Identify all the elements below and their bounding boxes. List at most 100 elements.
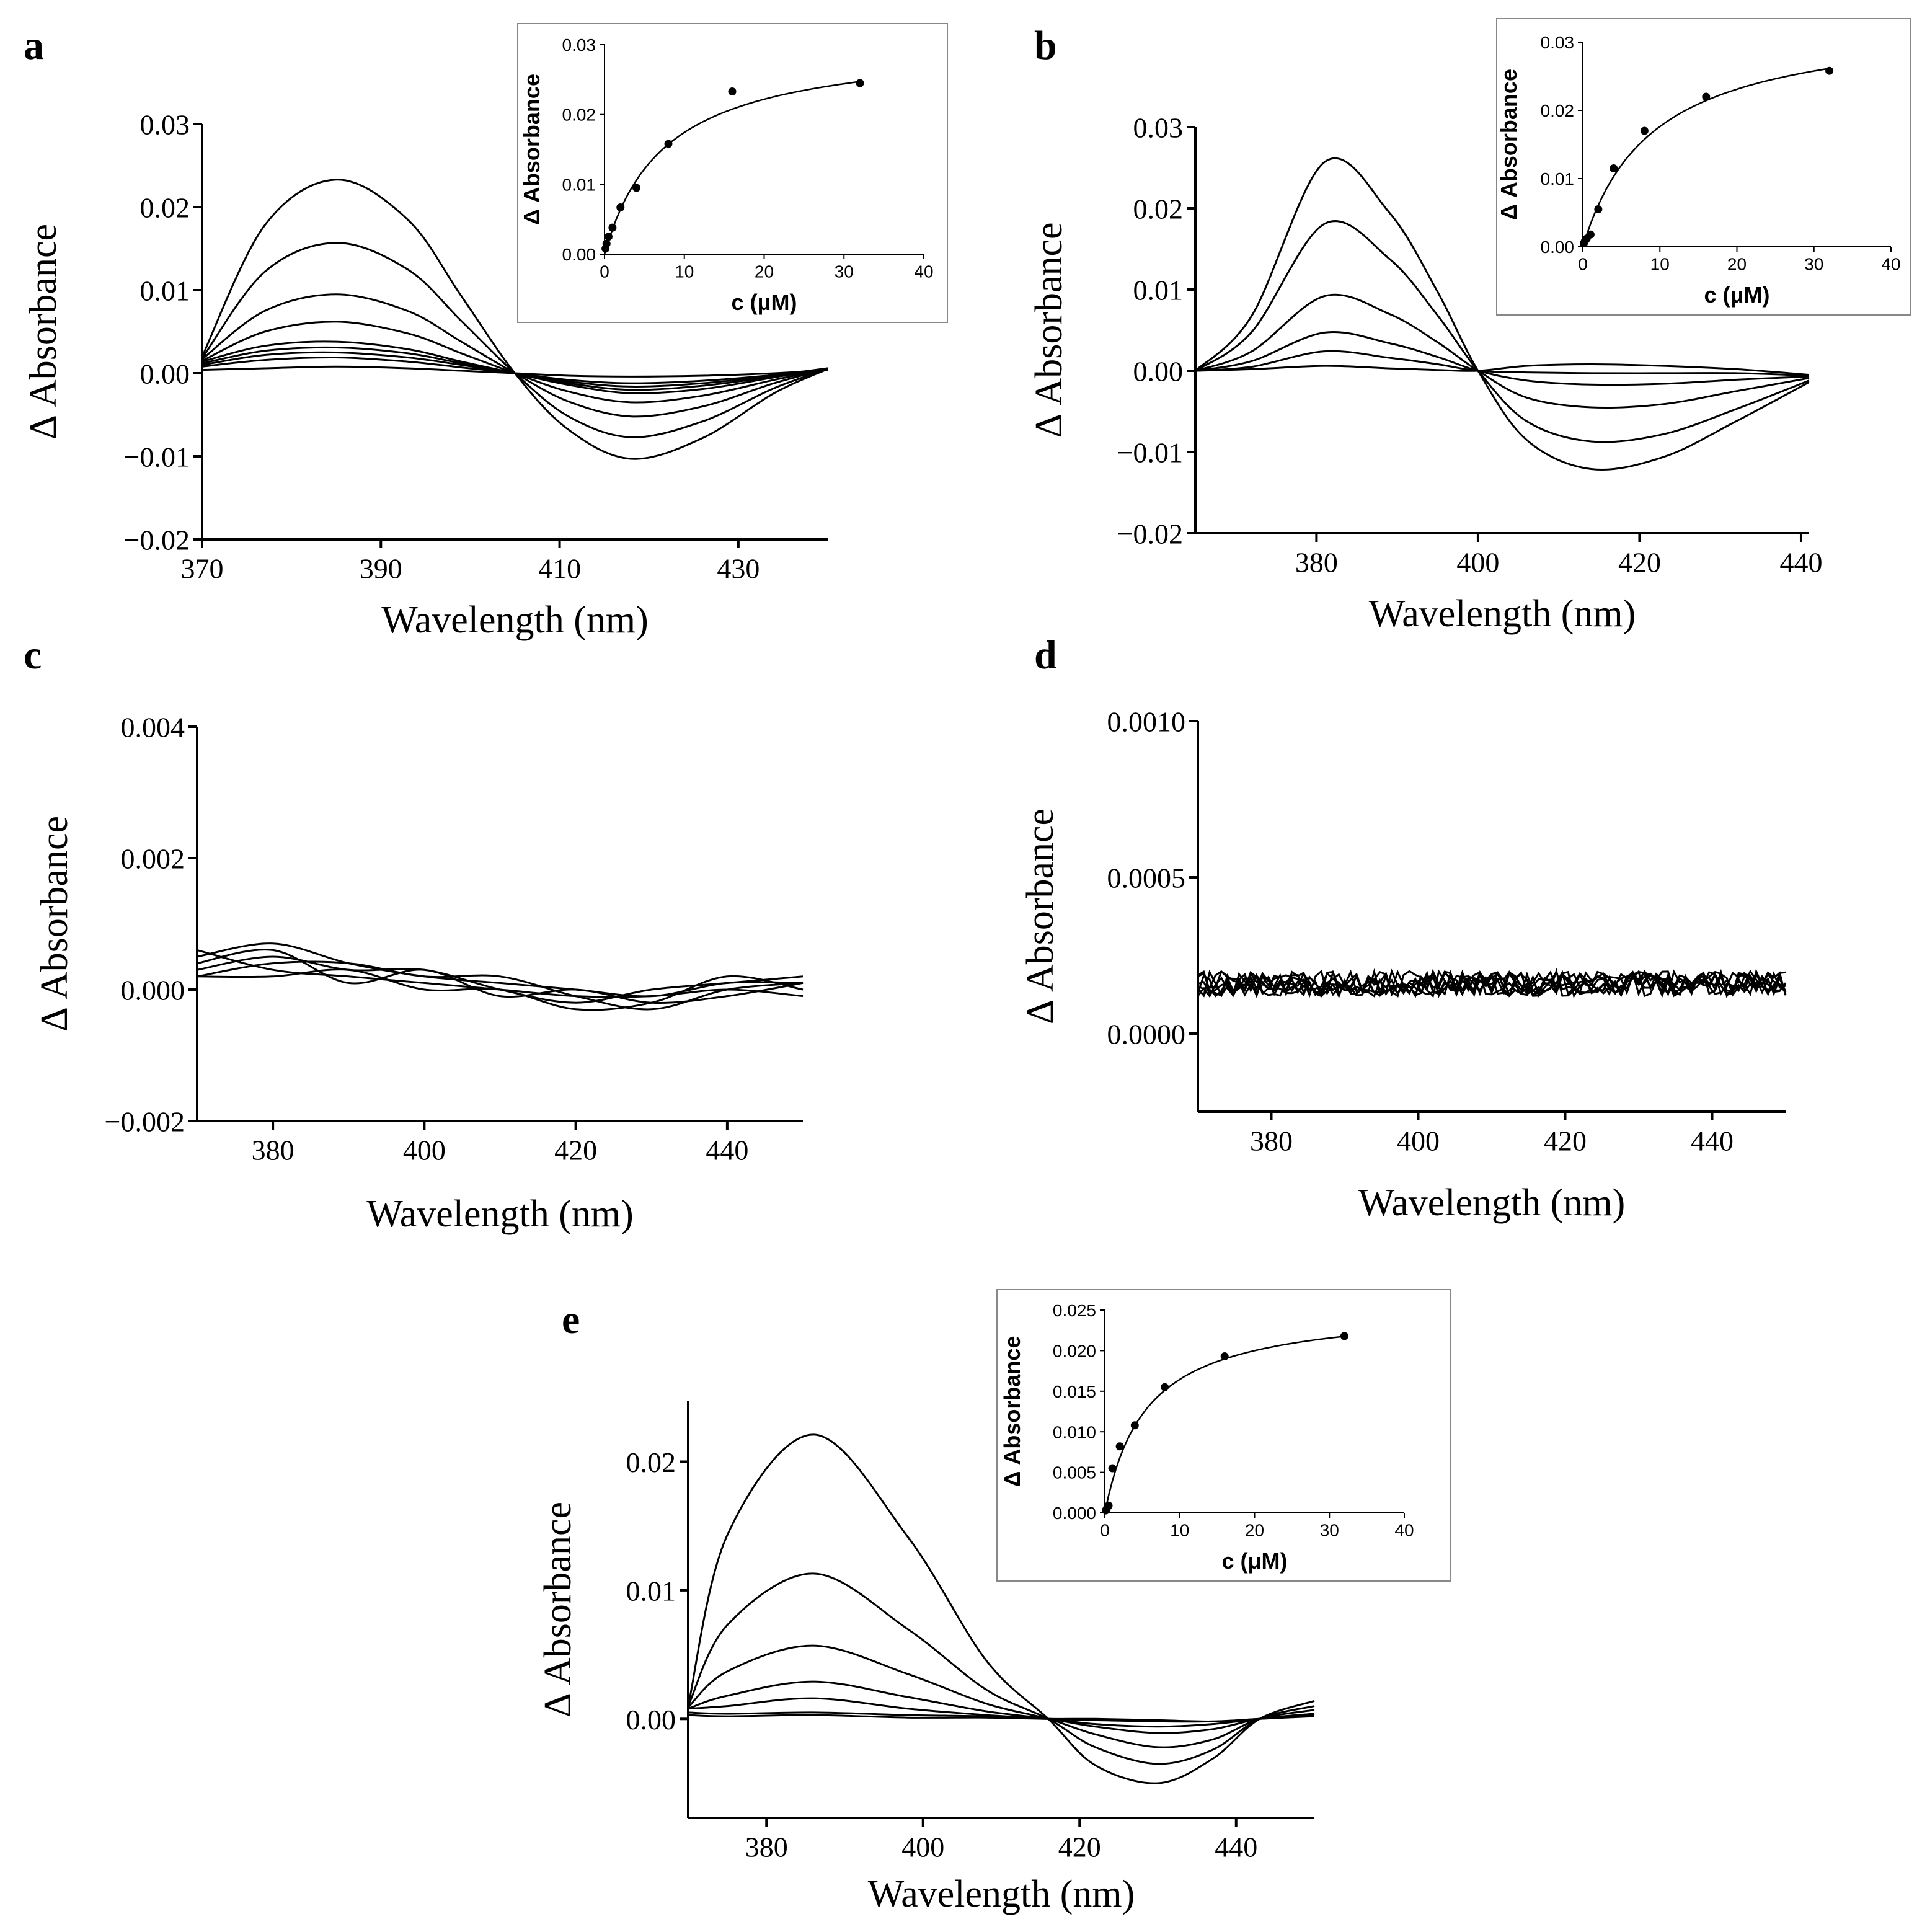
data-point <box>1104 1501 1113 1510</box>
y-tick-label: −0.01 <box>124 441 190 473</box>
y-tick-label: 0.00 <box>1133 356 1184 388</box>
series-line <box>201 179 828 460</box>
x-tick-label: 10 <box>1650 254 1670 273</box>
x-tick-label: 40 <box>914 262 933 281</box>
y-tick-label: 0.03 <box>562 35 596 55</box>
panel-label: d <box>1034 632 1057 678</box>
x-tick-label: 10 <box>675 262 694 281</box>
x-tick-label: 0 <box>1578 254 1588 273</box>
data-point <box>1640 126 1649 135</box>
y-axis-label: Δ Absorbance <box>519 74 544 225</box>
x-tick-label: 440 <box>1779 546 1822 578</box>
y-axis-label: Δ Absorbance <box>1496 69 1521 220</box>
y-tick-label: 0.02 <box>1541 101 1575 120</box>
x-tick-label: 370 <box>181 552 224 584</box>
x-tick-label: 430 <box>717 552 760 584</box>
fit-curve <box>603 81 861 255</box>
y-tick-label: 0.01 <box>1133 275 1184 306</box>
y-tick-label: 0.02 <box>1133 193 1184 225</box>
y-tick-label: 0.00 <box>562 245 596 264</box>
series-line <box>202 365 828 378</box>
data-point <box>608 223 617 232</box>
data-point <box>728 87 737 95</box>
data-point <box>1586 230 1595 239</box>
data-point <box>856 79 864 87</box>
y-tick-label: 0.025 <box>1053 1301 1096 1320</box>
data-point <box>1220 1352 1229 1361</box>
data-point <box>632 184 640 192</box>
x-tick-label: 380 <box>1250 1125 1293 1156</box>
panel-c: c 380 400 420 440 0.004 0.002 0.000 −0.002 Wavele… <box>24 632 804 1235</box>
y-tick-label: 0.00 <box>140 358 190 390</box>
y-axis-label: Δ Absorbance <box>22 224 64 440</box>
y-tick-label: 0.02 <box>140 192 190 224</box>
y-tick-label: 0.00 <box>626 1704 676 1735</box>
y-axis-label: Δ Absorbance <box>1028 222 1070 438</box>
y-tick-label: −0.002 <box>105 1106 185 1138</box>
y-tick-label: 0.010 <box>1053 1422 1096 1442</box>
x-tick-label: 30 <box>835 262 854 281</box>
y-axis-label: Δ Absorbance <box>999 1336 1025 1487</box>
series-line <box>1195 350 1810 377</box>
data-point <box>1161 1383 1169 1391</box>
panel-label: c <box>24 632 42 678</box>
data-point <box>664 140 673 148</box>
y-tick-label: 0.015 <box>1053 1382 1096 1401</box>
data-point <box>1130 1421 1139 1430</box>
x-axis-label: Wavelength (nm) <box>1369 593 1636 635</box>
data-point <box>1702 92 1711 101</box>
x-axis-label: c (μM) <box>1221 1548 1287 1574</box>
x-tick-label: 20 <box>1727 254 1747 273</box>
inset-e: 0 10 20 30 40 0.025 0.020 0.015 0.010 0.005 0.000 c… <box>996 1289 1451 1582</box>
x-tick-label: 380 <box>252 1134 294 1166</box>
x-tick-label: 40 <box>1394 1520 1414 1540</box>
y-tick-label: 0.0005 <box>1107 862 1186 894</box>
data-point <box>1115 1442 1124 1451</box>
series-line <box>687 1644 1315 1748</box>
data-point <box>602 239 611 248</box>
panel-label: a <box>24 23 44 68</box>
x-axis-label: Wavelength (nm) <box>1358 1182 1626 1224</box>
series-line <box>688 1680 1315 1734</box>
x-axis-label: Wavelength (nm) <box>366 1193 634 1235</box>
x-axis-label: c (μM) <box>731 290 797 315</box>
x-axis-label: Wavelength (nm) <box>868 1873 1135 1915</box>
inset-frame <box>996 1289 1451 1582</box>
x-tick-label: 30 <box>1804 254 1823 273</box>
series-line <box>201 242 828 438</box>
x-tick-label: 380 <box>745 1831 788 1863</box>
x-tick-label: 440 <box>706 1134 748 1166</box>
y-axis-label: Δ Absorbance <box>537 1502 579 1717</box>
y-tick-label: 0.02 <box>626 1447 676 1478</box>
y-tick-label: 0.0010 <box>1107 706 1186 738</box>
y-tick-label: 0.0000 <box>1107 1019 1186 1050</box>
x-tick-label: 420 <box>1618 546 1661 578</box>
x-tick-label: 380 <box>1295 546 1338 578</box>
y-tick-label: 0.01 <box>1541 169 1575 188</box>
inset-b: 0 10 20 30 40 0.03 0.02 0.01 0.00 c (μM) Δ Absorba… <box>1496 18 1911 316</box>
y-tick-label: 0.000 <box>121 975 185 1006</box>
series-line <box>197 968 804 1011</box>
data-point <box>1594 205 1603 213</box>
x-tick-label: 410 <box>538 552 581 584</box>
x-tick-label: 400 <box>1456 546 1499 578</box>
data-point <box>1610 164 1618 172</box>
y-tick-label: 0.00 <box>1541 237 1575 257</box>
x-axis-label: Wavelength (nm) <box>381 599 649 641</box>
x-tick-label: 0 <box>600 262 609 281</box>
inset-frame <box>1496 18 1911 316</box>
series-line <box>197 960 804 1011</box>
y-tick-label: 0.01 <box>626 1575 676 1606</box>
data-point <box>1108 1464 1117 1473</box>
x-tick-label: 400 <box>901 1831 944 1863</box>
x-tick-label: 40 <box>1881 254 1900 273</box>
y-tick-label: 0.020 <box>1053 1341 1096 1360</box>
x-tick-label: 400 <box>403 1134 446 1166</box>
inset-a: 0 10 20 30 40 0.03 0.02 0.01 0.00 c (μM) Δ Absorba… <box>517 23 948 323</box>
series-line <box>687 1572 1315 1765</box>
y-tick-label: 0.01 <box>562 175 596 194</box>
x-tick-label: 30 <box>1320 1520 1339 1540</box>
data-point <box>604 233 613 241</box>
y-axis-label: Δ Absorbance <box>1019 809 1061 1024</box>
